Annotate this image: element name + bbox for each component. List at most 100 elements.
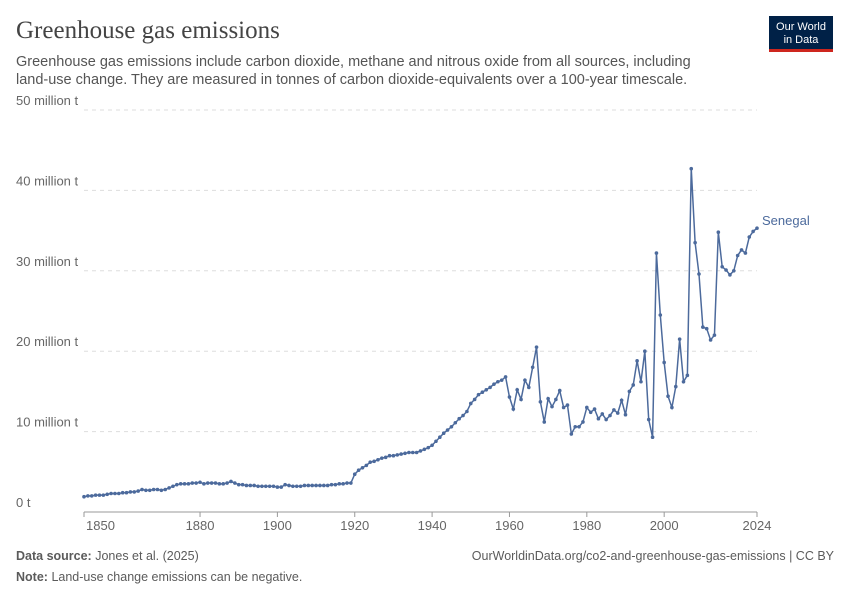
x-tick-label: 1880 <box>186 518 215 533</box>
data-point <box>650 435 655 440</box>
data-point <box>581 420 585 424</box>
data-point <box>615 411 620 415</box>
data-point <box>117 491 121 496</box>
data-point <box>128 490 133 494</box>
data-point <box>561 405 566 410</box>
data-point <box>372 459 376 464</box>
data-point <box>151 487 156 492</box>
data-point <box>631 383 636 387</box>
data-point <box>654 251 659 255</box>
data-point <box>291 484 295 489</box>
data-point <box>260 484 264 489</box>
data-point <box>731 269 736 273</box>
data-point <box>612 408 616 412</box>
data-point <box>689 166 694 171</box>
data-point <box>643 349 647 354</box>
data-point <box>507 395 512 399</box>
data-point <box>136 489 140 493</box>
data-point <box>310 483 315 488</box>
data-point <box>155 487 160 492</box>
data-point <box>403 451 407 456</box>
data-point <box>279 485 284 489</box>
data-point <box>677 337 682 341</box>
data-point <box>256 484 260 489</box>
data-point <box>662 360 666 365</box>
data-point <box>113 491 117 496</box>
data-point <box>364 463 369 468</box>
x-tick-label: 1960 <box>495 518 524 533</box>
data-point <box>209 481 214 485</box>
data-point <box>670 405 674 410</box>
data-point <box>399 452 403 456</box>
data-point <box>93 493 98 497</box>
data-point <box>743 251 748 255</box>
data-point <box>441 431 446 436</box>
data-point <box>523 378 527 382</box>
data-point <box>666 394 670 399</box>
data-point <box>712 333 717 337</box>
data-point <box>391 453 396 458</box>
data-point <box>194 481 198 485</box>
y-tick-label: 50 million t <box>16 93 79 108</box>
data-point <box>147 488 152 493</box>
data-point <box>186 482 191 486</box>
url[interactable]: OurWorldinData.org/co2-and-greenhouse-ga… <box>472 549 835 563</box>
data-point <box>132 490 137 494</box>
data-point <box>140 487 144 492</box>
logo[interactable]: Our World in Data <box>769 16 833 52</box>
data-point <box>124 490 129 495</box>
data-point <box>82 494 86 499</box>
data-point <box>646 417 651 422</box>
data-point <box>407 450 411 455</box>
data-point <box>229 479 233 484</box>
data-point <box>538 400 543 404</box>
data-point <box>503 375 508 379</box>
data-point <box>418 449 423 453</box>
data-point <box>410 450 415 455</box>
data-point <box>701 325 705 329</box>
data-point <box>635 359 639 363</box>
y-tick-label: 20 million t <box>16 334 79 349</box>
data-point <box>557 388 562 393</box>
data-point <box>604 417 608 422</box>
data-point <box>86 494 90 498</box>
data-point <box>658 313 663 317</box>
data-point <box>693 240 697 245</box>
x-tick-label: 1850 <box>86 518 115 533</box>
series-label: Senegal <box>762 213 810 228</box>
data-point <box>755 226 759 230</box>
data-point <box>380 456 384 460</box>
data-point <box>476 392 481 397</box>
series-line <box>83 168 758 498</box>
data-point <box>163 487 168 492</box>
data-point <box>519 397 523 402</box>
data-point <box>735 253 740 258</box>
data-point <box>306 483 311 488</box>
data-point <box>724 268 728 272</box>
data-point <box>182 482 187 486</box>
data-point <box>333 482 338 487</box>
x-tick-label: 1900 <box>263 518 292 533</box>
data-point <box>747 235 752 239</box>
data-point <box>577 424 581 429</box>
logo-stripe <box>769 49 833 52</box>
logo-box <box>769 16 833 50</box>
x-tick-label: 1940 <box>418 518 447 533</box>
data-point <box>480 390 485 395</box>
source: Data source: Jones et al. (2025) <box>16 549 199 563</box>
data-point <box>89 494 94 498</box>
data-point <box>422 447 427 452</box>
data-point <box>430 443 434 448</box>
data-point <box>198 480 202 485</box>
data-point <box>461 413 465 418</box>
data-point <box>287 483 291 488</box>
data-point <box>704 326 709 331</box>
data-point <box>383 455 388 460</box>
data-point <box>488 385 492 390</box>
x-tick-label: 2024 <box>743 518 772 533</box>
data-point <box>322 483 326 488</box>
data-point <box>600 412 605 416</box>
data-point <box>167 486 171 490</box>
data-point <box>318 483 322 488</box>
data-point <box>252 483 256 488</box>
